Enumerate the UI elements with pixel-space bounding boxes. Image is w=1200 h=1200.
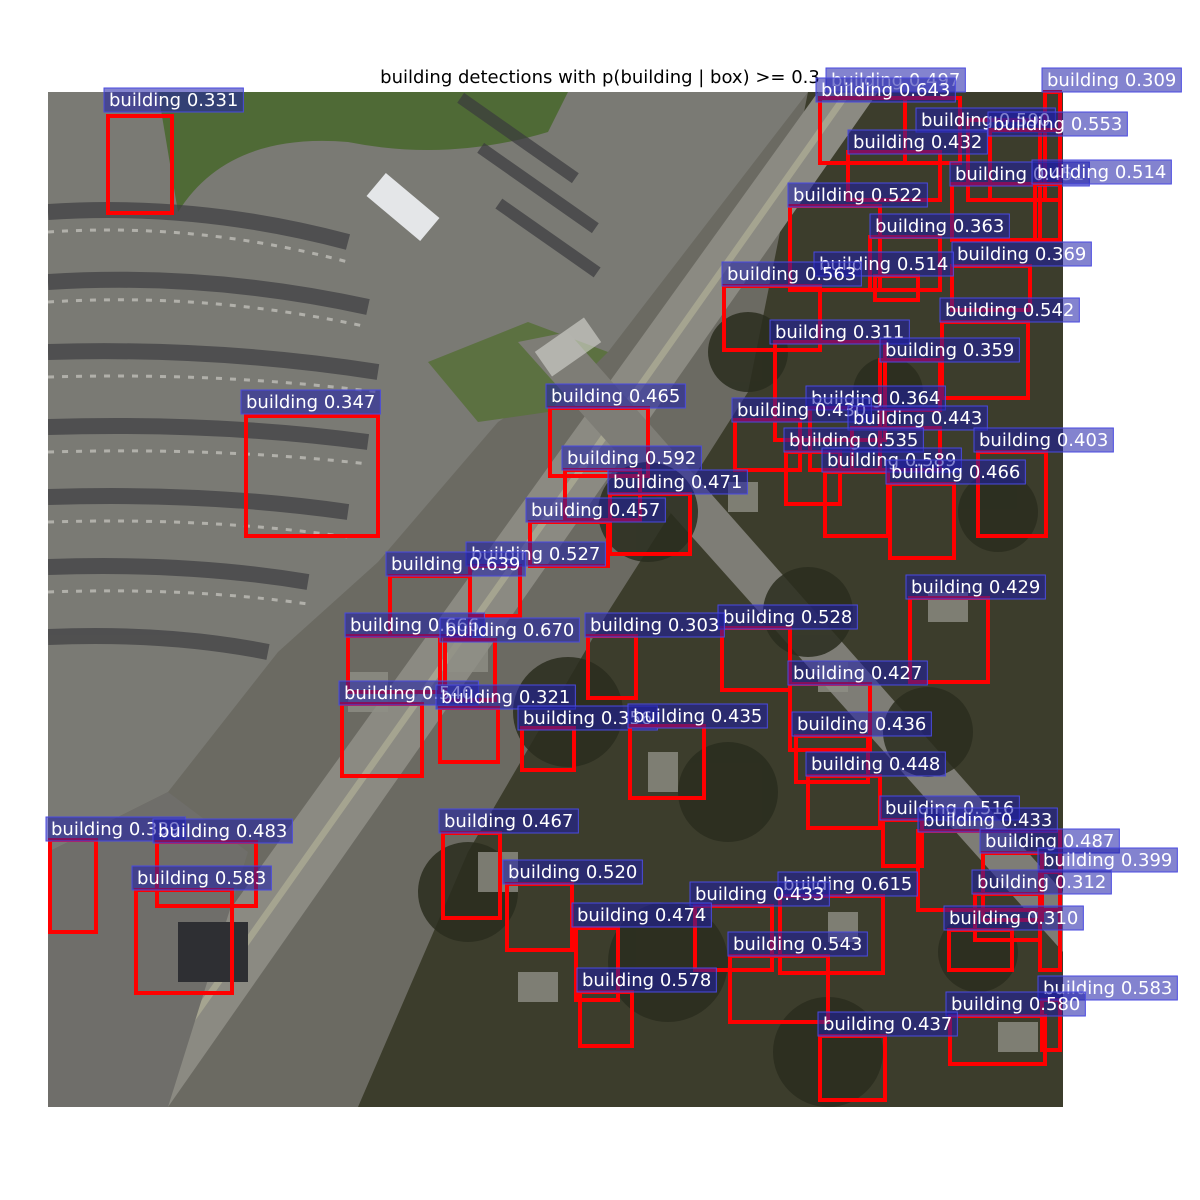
figure-title: building detections with p(building | bo… (380, 67, 820, 88)
aerial-image (48, 92, 1063, 1107)
